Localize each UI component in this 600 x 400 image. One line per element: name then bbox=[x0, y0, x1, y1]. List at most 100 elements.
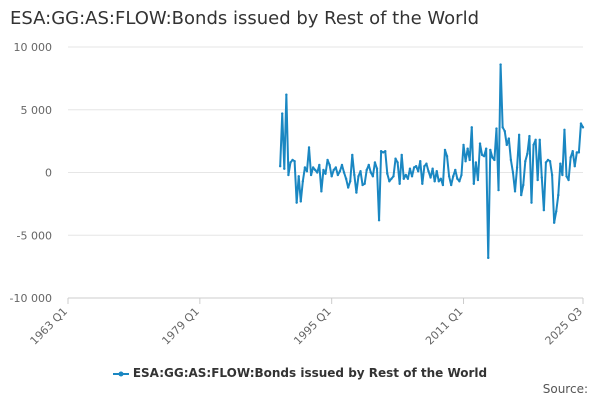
data-point bbox=[513, 190, 517, 193]
data-point bbox=[297, 175, 300, 178]
data-point bbox=[532, 143, 535, 147]
data-point bbox=[398, 182, 401, 185]
data-point bbox=[305, 170, 309, 173]
data-point bbox=[381, 151, 385, 154]
data-point bbox=[353, 173, 356, 177]
data-point bbox=[295, 201, 298, 204]
data-point bbox=[425, 162, 428, 165]
data-point bbox=[404, 173, 408, 177]
data-point bbox=[388, 180, 391, 183]
data-point bbox=[449, 183, 453, 187]
data-point bbox=[456, 177, 459, 180]
data-point bbox=[283, 167, 286, 170]
data-point bbox=[517, 133, 521, 137]
data-point bbox=[443, 148, 447, 152]
data-point bbox=[499, 63, 502, 66]
data-point bbox=[355, 191, 358, 194]
data-point bbox=[509, 158, 513, 162]
y-tick-label: -5 000 bbox=[17, 229, 52, 242]
data-point bbox=[557, 193, 560, 197]
data-point bbox=[344, 177, 348, 180]
data-point bbox=[396, 161, 399, 164]
data-point bbox=[369, 171, 373, 174]
data-point bbox=[555, 210, 558, 213]
data-point bbox=[402, 177, 405, 180]
data-point bbox=[474, 161, 478, 164]
legend-label: ESA:GG:AS:FLOW:Bonds issued by Rest of t… bbox=[132, 366, 488, 380]
data-point bbox=[507, 137, 511, 140]
series-line bbox=[279, 63, 584, 259]
data-point bbox=[542, 208, 546, 212]
legend[interactable]: ESA:GG:AS:FLOW:Bonds issued by Rest of t… bbox=[0, 366, 600, 380]
y-tick-label: -10 000 bbox=[10, 292, 52, 305]
data-point bbox=[363, 182, 366, 185]
data-point bbox=[478, 142, 482, 145]
data-point bbox=[484, 147, 488, 150]
data-point bbox=[571, 149, 574, 153]
data-point bbox=[454, 168, 457, 172]
data-point bbox=[427, 170, 430, 173]
data-point bbox=[281, 112, 284, 115]
data-point bbox=[351, 153, 354, 157]
data-point bbox=[431, 167, 434, 170]
data-point bbox=[540, 176, 543, 179]
data-point bbox=[328, 163, 331, 167]
data-point bbox=[318, 163, 321, 167]
data-point bbox=[406, 177, 410, 180]
data-point bbox=[408, 167, 412, 170]
x-tick-label: 2025 Q3 bbox=[543, 305, 586, 348]
series-group bbox=[278, 63, 585, 260]
data-point bbox=[375, 167, 379, 170]
data-point bbox=[371, 175, 375, 178]
data-point bbox=[565, 175, 568, 178]
data-point bbox=[460, 173, 463, 177]
data-point bbox=[559, 162, 562, 165]
data-point bbox=[575, 151, 579, 154]
data-point bbox=[441, 183, 445, 187]
data-point bbox=[534, 138, 537, 142]
data-point bbox=[340, 163, 344, 167]
data-point bbox=[346, 186, 350, 189]
data-point bbox=[526, 152, 529, 155]
y-axis-ticks: 10 000 5 000 0 -5 000 -10 000 bbox=[10, 41, 52, 305]
data-point bbox=[569, 156, 572, 159]
data-point bbox=[435, 170, 438, 173]
data-point bbox=[303, 166, 307, 169]
data-point bbox=[515, 166, 519, 169]
data-point bbox=[412, 166, 416, 169]
data-point bbox=[357, 175, 360, 178]
data-point bbox=[384, 149, 387, 153]
data-point bbox=[452, 175, 455, 178]
data-point bbox=[285, 93, 288, 96]
data-point bbox=[301, 180, 305, 183]
chart-title: ESA:GG:AS:FLOW:Bonds issued by Rest of t… bbox=[10, 8, 480, 29]
data-point bbox=[307, 146, 311, 149]
data-point bbox=[289, 161, 292, 164]
data-point bbox=[421, 182, 424, 185]
data-point bbox=[342, 171, 346, 174]
data-point bbox=[489, 148, 492, 152]
data-point bbox=[579, 122, 583, 125]
data-point bbox=[349, 180, 352, 183]
data-point bbox=[482, 154, 486, 158]
data-point bbox=[439, 177, 443, 180]
y-tick-label: 5 000 bbox=[21, 104, 53, 117]
data-point bbox=[367, 163, 370, 167]
data-point bbox=[299, 200, 302, 203]
data-point bbox=[293, 160, 296, 163]
source-label[interactable]: Source: bbox=[542, 382, 588, 396]
data-point bbox=[338, 170, 342, 173]
data-point bbox=[417, 170, 420, 173]
data-point bbox=[309, 173, 313, 177]
data-point bbox=[493, 158, 496, 162]
data-point bbox=[386, 172, 389, 175]
data-point bbox=[497, 188, 500, 192]
data-point bbox=[468, 158, 471, 162]
data-point bbox=[561, 173, 564, 177]
data-point bbox=[320, 190, 323, 193]
data-point bbox=[458, 180, 461, 183]
data-point bbox=[287, 173, 290, 177]
data-point bbox=[365, 168, 368, 172]
y-tick-label: 10 000 bbox=[14, 41, 53, 54]
